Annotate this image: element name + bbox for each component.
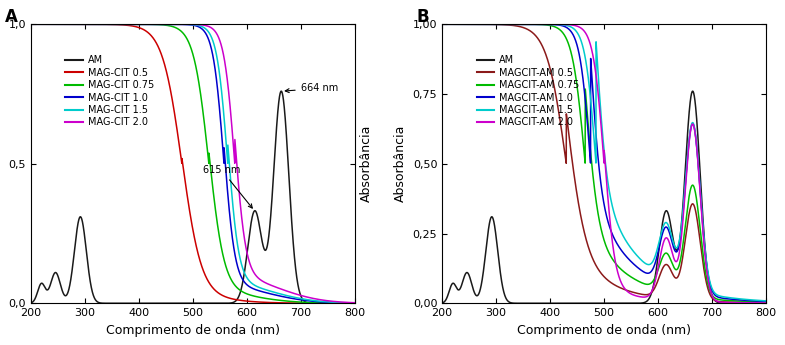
Y-axis label: Absorbância: Absorbância <box>394 125 407 203</box>
Text: 615 nm: 615 nm <box>203 165 252 208</box>
Y-axis label: Absorbância: Absorbância <box>360 125 373 203</box>
Legend: AM, MAG-CIT 0.5, MAG-CIT 0.75, MAG-CIT 1.0, MAG-CIT 1.5, MAG-CIT 2.0: AM, MAG-CIT 0.5, MAG-CIT 0.75, MAG-CIT 1… <box>61 51 158 131</box>
X-axis label: Comprimento de onda (nm): Comprimento de onda (nm) <box>106 324 279 337</box>
Text: A: A <box>5 8 17 26</box>
Text: 664 nm: 664 nm <box>285 83 338 93</box>
X-axis label: Comprimento de onda (nm): Comprimento de onda (nm) <box>517 324 691 337</box>
Legend: AM, MAGCIT-AM 0.5, MAGCIT-AM 0.75, MAGCIT-AM 1.0, MAGCIT-AM 1.5, MAGCIT-AM 2.0: AM, MAGCIT-AM 0.5, MAGCIT-AM 0.75, MAGCI… <box>473 51 583 131</box>
Text: B: B <box>416 8 429 26</box>
